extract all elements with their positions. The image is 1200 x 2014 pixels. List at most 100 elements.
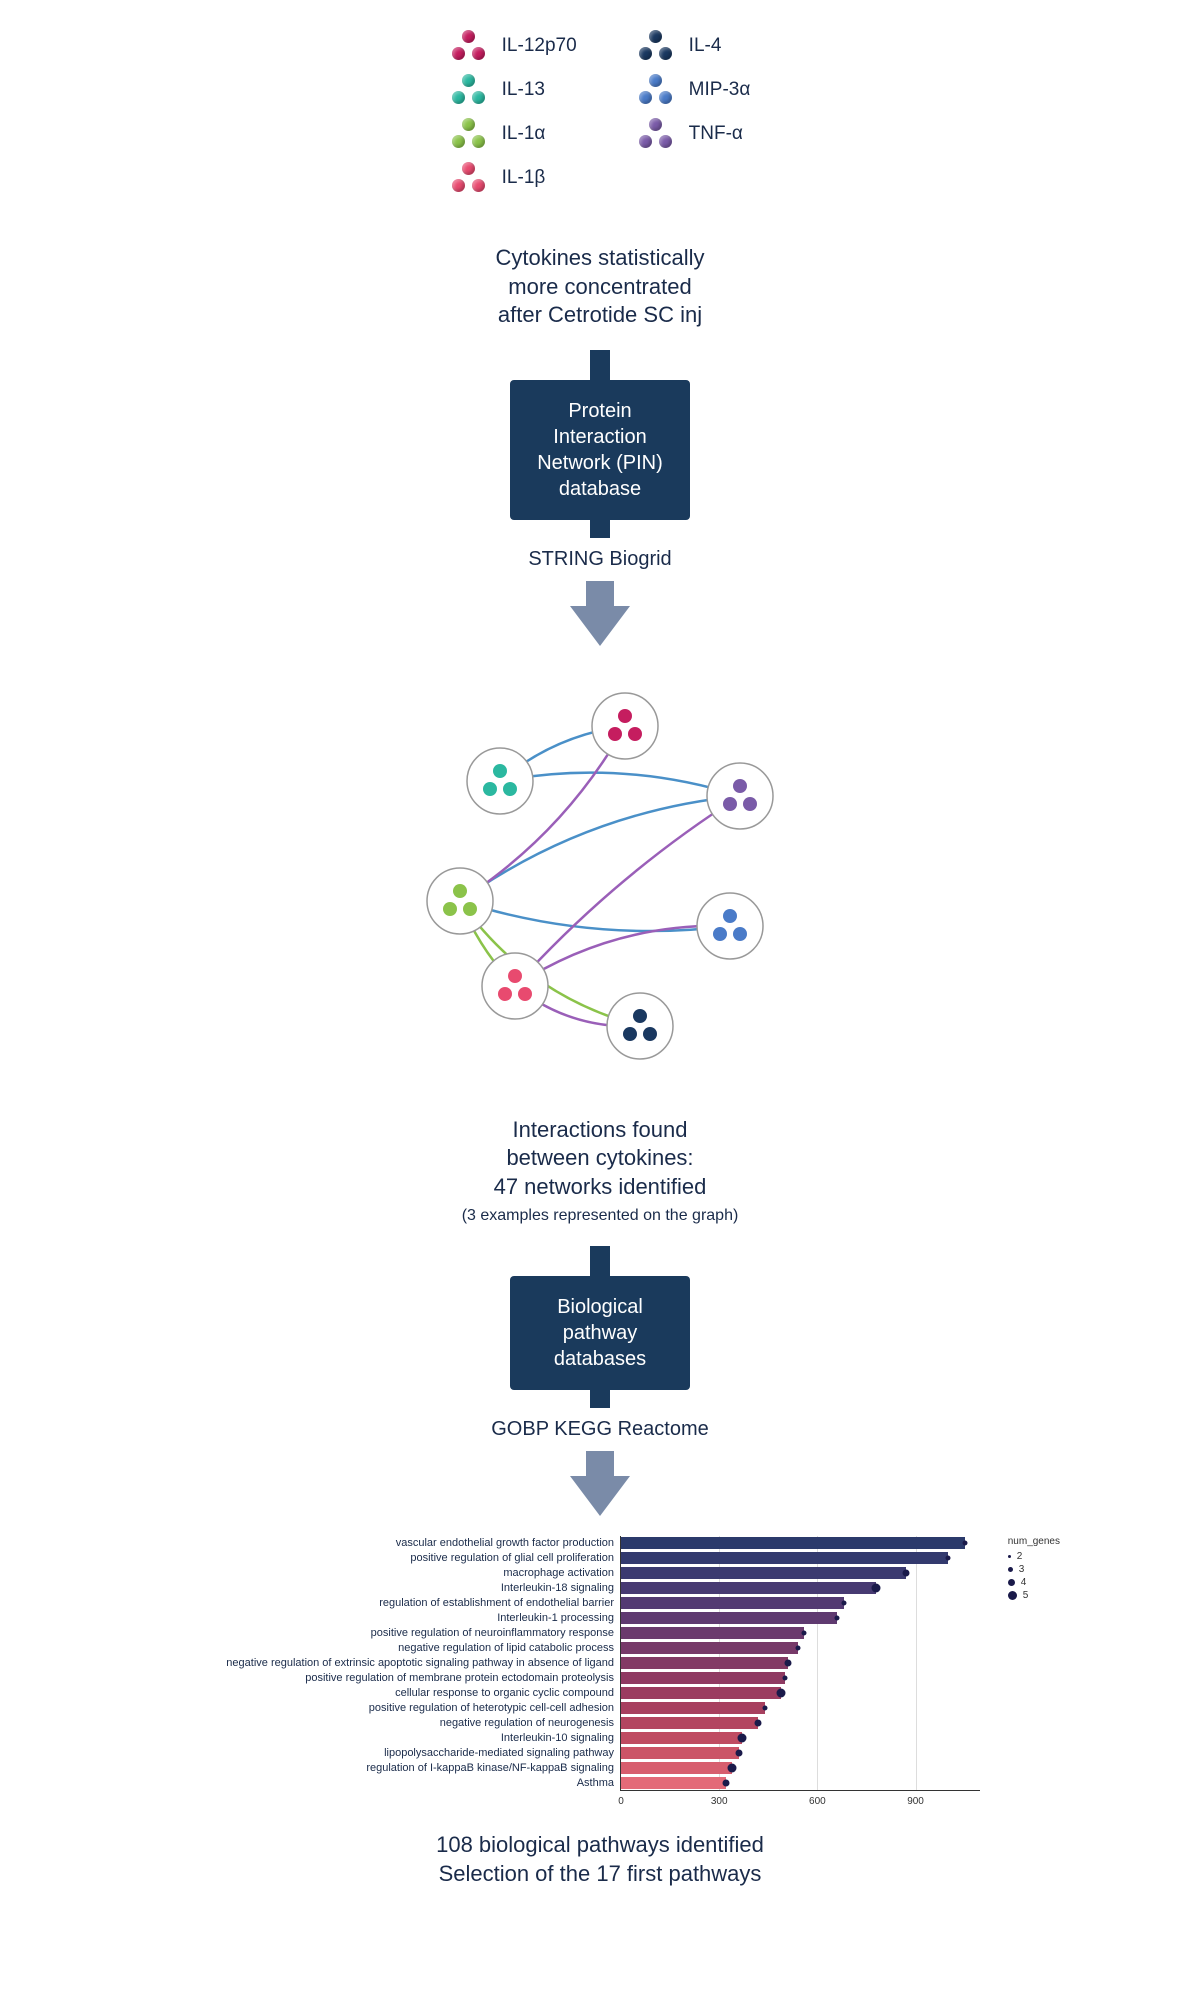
chart-xtick: 300 xyxy=(711,1796,728,1807)
pin-database-label: STRING Biogrid xyxy=(528,548,671,571)
cytokine-label: IL-4 xyxy=(689,35,722,57)
pathway-bar xyxy=(621,1537,965,1549)
cytokine-dots-icon xyxy=(450,162,490,194)
cytokine-item: IL-12p70 xyxy=(450,30,577,62)
cytokine-item: IL-4 xyxy=(637,30,751,62)
pathway-label: macrophage activation xyxy=(503,1566,614,1581)
pathway-bar xyxy=(621,1672,785,1684)
pathway-label: negative regulation of lipid catabolic p… xyxy=(398,1641,614,1656)
legend-title: num_genes xyxy=(1008,1536,1060,1547)
chart-xtick: 0 xyxy=(618,1796,624,1807)
legend-item: 3 xyxy=(1008,1564,1060,1575)
pathway-dot xyxy=(962,1541,967,1546)
connector xyxy=(590,1390,610,1408)
pathway-dot xyxy=(782,1676,787,1681)
pin-database-box: Protein Interaction Network (PIN) databa… xyxy=(510,380,690,520)
pathway-dot xyxy=(735,1750,742,1757)
pathway-dot xyxy=(795,1646,800,1651)
pathway-dot xyxy=(728,1764,737,1773)
cytokine-dots-icon xyxy=(450,74,490,106)
connector xyxy=(590,350,610,380)
pathway-label: regulation of establishment of endotheli… xyxy=(379,1596,614,1611)
cytokine-label: IL-12p70 xyxy=(502,35,577,57)
pathway-bar xyxy=(621,1612,837,1624)
pathway-bar xyxy=(621,1642,798,1654)
chart-y-labels: vascular endothelial growth factor produ… xyxy=(180,1536,620,1791)
pathway-bar xyxy=(621,1597,844,1609)
pathway-dot xyxy=(841,1601,846,1606)
cytokine-label: IL-13 xyxy=(502,79,545,101)
arrow-stem xyxy=(586,581,614,606)
arrow-down-icon xyxy=(570,1476,630,1516)
pathway-bar xyxy=(621,1567,906,1579)
bio-pathway-box: Biological pathway databases xyxy=(510,1276,690,1390)
pathway-dot xyxy=(784,1660,791,1667)
pathway-bar xyxy=(621,1747,739,1759)
pathway-dot xyxy=(763,1706,768,1711)
interactions-main: Interactions found between cytokines: 47… xyxy=(494,1117,707,1199)
interactions-text: Interactions found between cytokines: 47… xyxy=(462,1116,739,1227)
pathway-dot xyxy=(722,1780,729,1787)
pathway-bar xyxy=(621,1657,788,1669)
pathway-dot xyxy=(872,1584,881,1593)
pathway-dot xyxy=(835,1616,840,1621)
connector xyxy=(590,520,610,538)
interactions-sub: (3 examples represented on the graph) xyxy=(462,1206,739,1227)
legend-item: 5 xyxy=(1008,1590,1060,1601)
chart-xtick: 900 xyxy=(907,1796,924,1807)
pathway-label: regulation of I-kappaB kinase/NF-kappaB … xyxy=(366,1761,614,1776)
chart-plot-area: 0300600900 num_genes2345 xyxy=(620,1536,980,1791)
pathway-bar xyxy=(621,1732,742,1744)
pathway-bar xyxy=(621,1777,726,1789)
cytokine-label: IL-1α xyxy=(502,123,546,145)
cytokine-item: IL-13 xyxy=(450,74,577,106)
pathway-dot xyxy=(946,1556,951,1561)
cytokine-legend: IL-12p70 IL-13 IL-1α IL-1β IL-4 MIP-3α TNF-α xyxy=(450,30,751,194)
pathway-label: positive regulation of heterotypic cell-… xyxy=(369,1701,614,1716)
cytokine-label: TNF-α xyxy=(689,123,743,145)
cytokine-label: IL-1β xyxy=(502,167,546,189)
pathway-bar xyxy=(621,1552,948,1564)
cytokine-dots-icon xyxy=(637,30,677,62)
cytokine-item: TNF-α xyxy=(637,118,751,150)
pathway-label: Interleukin-10 signaling xyxy=(501,1731,614,1746)
cytokine-dots-icon xyxy=(637,74,677,106)
arrow-stem xyxy=(586,1451,614,1476)
pathway-chart: vascular endothelial growth factor produ… xyxy=(180,1536,1020,1791)
legend-item: 4 xyxy=(1008,1577,1060,1588)
chart-xtick: 600 xyxy=(809,1796,826,1807)
arrow-down-icon xyxy=(570,606,630,646)
pathway-bar xyxy=(621,1762,732,1774)
final-text: 108 biological pathways identified Selec… xyxy=(436,1831,764,1888)
pathway-label: Interleukin-18 signaling xyxy=(501,1581,614,1596)
pathway-dot xyxy=(902,1570,909,1577)
connector xyxy=(590,1246,610,1276)
cytokine-description: Cytokines statistically more concentrate… xyxy=(495,244,704,330)
pathway-label: positive regulation of membrane protein … xyxy=(305,1671,614,1686)
pathway-bar xyxy=(621,1687,781,1699)
chart-legend: num_genes 2 3 4 5 xyxy=(1008,1536,1060,1603)
bio-pathway-label: GOBP KEGG Reactome xyxy=(491,1418,709,1441)
pathway-bar xyxy=(621,1702,765,1714)
pathway-label: positive regulation of neuroinflammatory… xyxy=(371,1626,614,1641)
cytokine-label: MIP-3α xyxy=(689,79,751,101)
cytokine-item: IL-1α xyxy=(450,118,577,150)
pathway-label: negative regulation of neurogenesis xyxy=(440,1716,614,1731)
cytokine-dots-icon xyxy=(450,118,490,150)
cytokine-column-1: IL-12p70 IL-13 IL-1α IL-1β xyxy=(450,30,577,194)
pathway-bar xyxy=(621,1717,758,1729)
pathway-dot xyxy=(777,1689,786,1698)
pathway-label: Asthma xyxy=(577,1776,614,1791)
pathway-bar xyxy=(621,1627,804,1639)
cytokine-dots-icon xyxy=(637,118,677,150)
pathway-label: negative regulation of extrinsic apoptot… xyxy=(226,1656,614,1671)
legend-item: 2 xyxy=(1008,1551,1060,1562)
pathway-label: cellular response to organic cyclic comp… xyxy=(395,1686,614,1701)
pathway-bar xyxy=(621,1582,876,1594)
pathway-dot xyxy=(755,1720,762,1727)
pathway-dot xyxy=(738,1734,747,1743)
cytokine-column-2: IL-4 MIP-3α TNF-α xyxy=(637,30,751,194)
pathway-label: lipopolysaccharide-mediated signaling pa… xyxy=(384,1746,614,1761)
pathway-label: vascular endothelial growth factor produ… xyxy=(396,1536,614,1551)
cytokine-item: MIP-3α xyxy=(637,74,751,106)
